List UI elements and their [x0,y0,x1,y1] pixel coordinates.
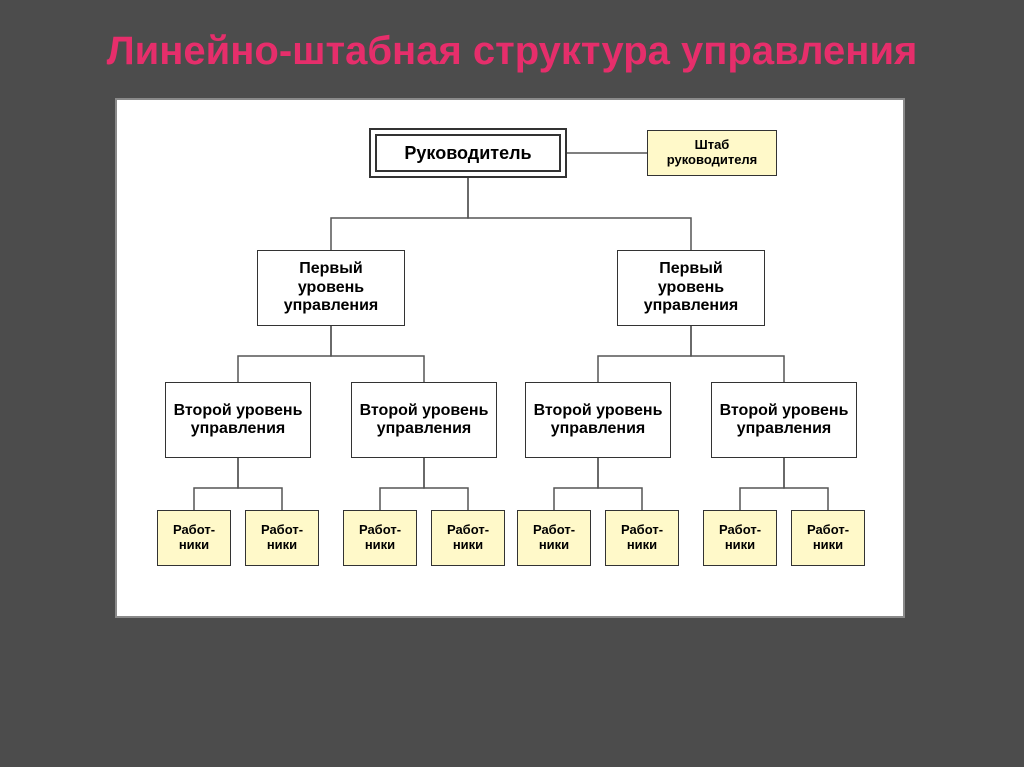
node-l2c: Второй уровень управления [525,382,671,458]
slide: Линейно-штабная структура управления Рук… [0,0,1024,767]
node-l2a: Второй уровень управления [165,382,311,458]
node-label: Второй уровень управления [172,402,304,439]
node-label: Работ-ники [710,523,770,553]
diagram-panel: Руководитель Штаб руководителя Первый уров… [115,98,905,618]
node-label: Работ-ники [524,523,584,553]
node-staff: Штаб руководителя [647,130,777,176]
node-w6: Работ-ники [605,510,679,566]
node-label: Работ-ники [350,523,410,553]
node-label: Первый уровень управления [264,260,398,315]
node-l1a: Первый уровень управления [257,250,405,326]
node-label: Второй уровень управления [718,402,850,439]
node-l2d: Второй уровень управления [711,382,857,458]
node-label: Работ-ники [438,523,498,553]
node-w7: Работ-ники [703,510,777,566]
node-label: Штаб руководителя [654,138,770,168]
node-label: Второй уровень управления [532,402,664,439]
node-label: Второй уровень управления [358,402,490,439]
node-label: Работ-ники [164,523,224,553]
slide-title: Линейно-штабная структура управления [102,28,921,74]
node-label: Работ-ники [798,523,858,553]
node-label: Работ-ники [612,523,672,553]
node-l2b: Второй уровень управления [351,382,497,458]
node-w5: Работ-ники [517,510,591,566]
node-w3: Работ-ники [343,510,417,566]
connectors-layer [117,100,907,620]
node-w2: Работ-ники [245,510,319,566]
node-l1b: Первый уровень управления [617,250,765,326]
node-w8: Работ-ники [791,510,865,566]
node-leader: Руководитель [369,128,567,178]
node-w4: Работ-ники [431,510,505,566]
node-label: Первый уровень управления [624,260,758,315]
node-label: Работ-ники [252,523,312,553]
node-w1: Работ-ники [157,510,231,566]
node-label: Руководитель [404,143,531,164]
